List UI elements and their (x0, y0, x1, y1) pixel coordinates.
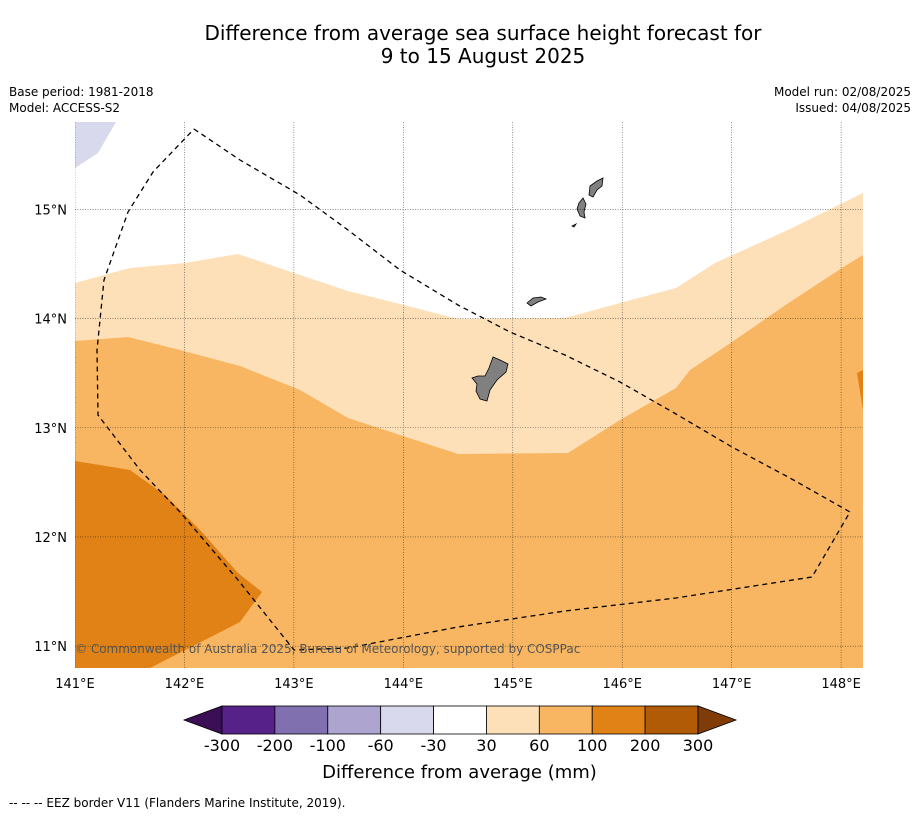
band-100-200-west (75, 461, 262, 668)
colorbar-max-extension (697, 705, 738, 735)
longitude-label: 147°E (712, 677, 752, 692)
colorbar-segment (538, 705, 593, 735)
latitude-label: 12°N (34, 531, 67, 546)
colorbar-tick-label: 200 (629, 736, 661, 755)
colorbar-tick-label: 30 (476, 736, 497, 755)
eez-legend-note: -- -- -- EEZ border V11 (Flanders Marine… (9, 796, 346, 810)
colorbar-segment (327, 705, 382, 735)
latitude-label: 15°N (34, 203, 67, 218)
colorbar-title: Difference from average (mm) (322, 762, 597, 783)
model-run-text: Model run: 02/08/2025 (773, 85, 911, 99)
colorbar-segment (221, 705, 276, 735)
colorbar-segment (274, 705, 329, 735)
band-100-200-east (857, 370, 863, 410)
longitude-label: 141°E (55, 677, 95, 692)
issued-text: Issued: 04/08/2025 (795, 101, 911, 115)
guam-island (471, 356, 509, 402)
colorbar (182, 705, 738, 735)
band-60-100 (75, 255, 863, 668)
land-masses (471, 177, 604, 402)
longitude-label: 148°E (821, 677, 861, 692)
copyright-text: © Commonwealth of Australia 2025, Bureau… (75, 642, 580, 656)
title-line-1: Difference from average sea surface heig… (204, 21, 762, 45)
colorbar-tick-label: -100 (309, 736, 346, 755)
eez-border (96, 128, 851, 651)
base-period-text: Base period: 1981-2018 (9, 85, 154, 99)
latitude-label: 14°N (34, 313, 67, 328)
latitude-label: 13°N (34, 422, 67, 437)
longitude-label: 144°E (384, 677, 424, 692)
colorbar-tick-label: -30 (420, 736, 447, 755)
longitude-label: 146°E (602, 677, 642, 692)
colorbar-tick-label: -60 (367, 736, 394, 755)
run-info: Model run: 02/08/2025 Issued: 04/08/2025 (774, 84, 911, 116)
colorbar-min-extension (182, 705, 223, 735)
latitude-label: 11°N (34, 640, 67, 655)
colorbar-segment (591, 705, 646, 735)
colorbar-tick-label: -200 (256, 736, 294, 755)
colorbar-segment (486, 705, 540, 735)
colorbar-tick-label: 60 (529, 736, 550, 755)
tinian-island (576, 197, 587, 219)
longitude-label: 145°E (493, 677, 533, 692)
longitude-tick-labels: 141°E 142°E 143°E 144°E 145°E 146°E 147°E 148°E (55, 677, 861, 692)
colorbar-tick-label: -300 (203, 736, 241, 755)
title-line-2: 9 to 15 August 2025 (380, 44, 586, 68)
map-plot-area: © Commonwealth of Australia 2025, Bureau… (75, 122, 863, 668)
graticule (75, 122, 863, 668)
aguijan-islet (571, 222, 578, 228)
saipan-island (588, 177, 604, 198)
longitude-label: 143°E (274, 677, 314, 692)
colorbar-segment (380, 705, 434, 735)
colorbar-tick-label: 300 (682, 736, 714, 755)
chart-title: Difference from average sea surface heig… (0, 22, 919, 68)
colorbar-tick-label: 100 (576, 736, 608, 755)
model-info: Base period: 1981-2018 Model: ACCESS-S2 (9, 84, 154, 116)
latitude-tick-labels: 15°N 14°N 13°N 12°N 11°N (34, 203, 67, 655)
colorbar-segment (433, 705, 487, 735)
longitude-label: 142°E (165, 677, 205, 692)
band-neg30-neg60 (75, 122, 116, 168)
colorbar-segment (644, 705, 699, 735)
model-text: Model: ACCESS-S2 (9, 101, 121, 115)
rota-island (526, 296, 548, 307)
